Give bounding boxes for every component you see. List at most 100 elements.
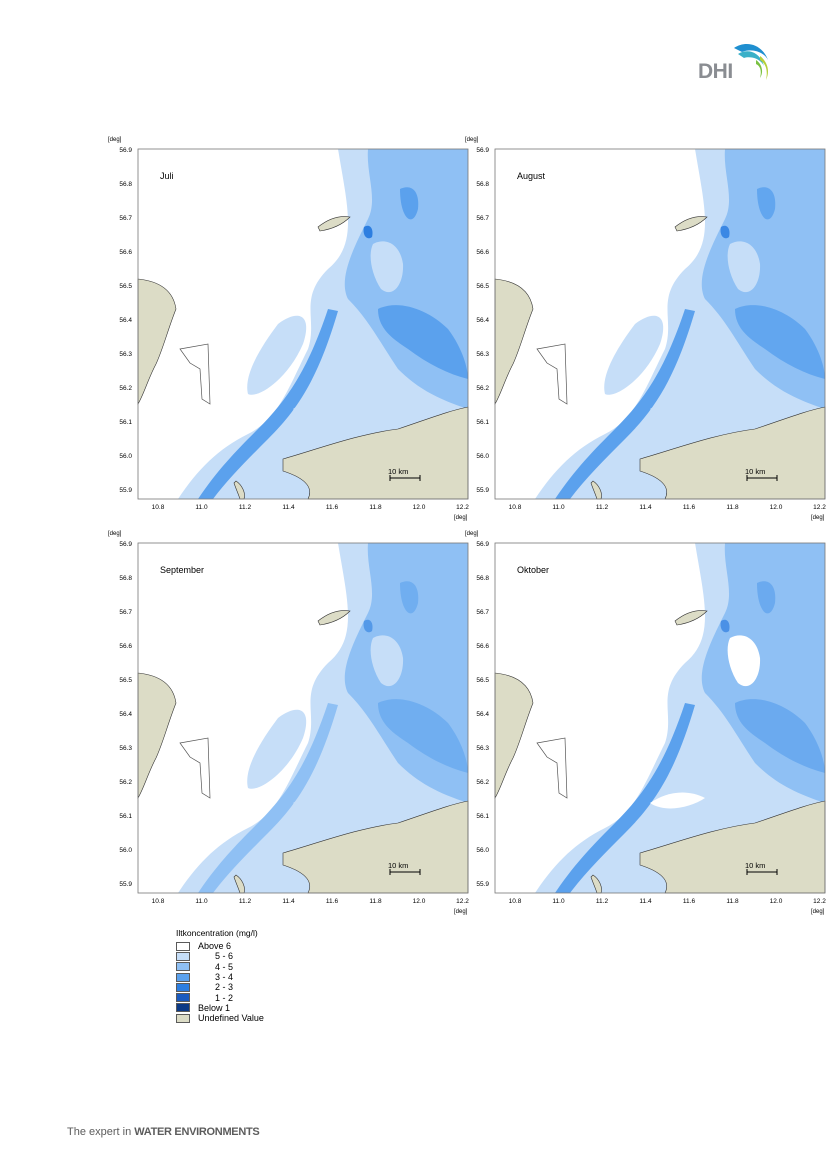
y-tick-label: 56.1 (119, 813, 132, 820)
y-tick-label: 56.4 (476, 317, 489, 324)
oxygen-map (494, 542, 826, 894)
deep-channel (555, 703, 695, 893)
legend-swatch (176, 941, 190, 951)
oxygen-map (494, 148, 826, 500)
high-oxygen-zone (293, 792, 348, 809)
y-tick-label: 56.8 (476, 181, 489, 188)
y-tick-label: 56.3 (119, 351, 132, 358)
y-tick-label: 56.7 (119, 215, 132, 222)
map-frame (494, 542, 826, 894)
y-tick-label: 56.9 (119, 541, 132, 548)
y-tick-label: 56.2 (119, 385, 132, 392)
map-panel-august: [deg] [deg] 56.9 56.8 56.7 56.6 56.5 56.4 56.3 56… (465, 137, 826, 521)
scale-bar (746, 869, 778, 875)
x-tick-label: 11.8 (726, 504, 739, 511)
y-tick-label: 56.6 (476, 643, 489, 650)
land-area (494, 278, 534, 406)
legend-item: Below 1 (176, 1003, 316, 1013)
map-title: September (160, 565, 205, 575)
y-tick-label: 55.9 (119, 881, 132, 888)
y-tick-label: 56.9 (476, 147, 489, 154)
land-area (639, 406, 826, 500)
high-oxygen-zone (727, 635, 761, 687)
high-oxygen-zone (370, 635, 404, 687)
project-area-outline (179, 343, 211, 405)
low-oxygen-zone (378, 305, 468, 379)
land-area (674, 610, 708, 626)
x-axis-unit: [deg] (454, 909, 468, 915)
legend-swatch (176, 972, 190, 982)
legend-label: Above 6 (198, 941, 232, 952)
map-frame (494, 148, 826, 500)
scale-bar (746, 475, 778, 481)
x-tick-label: 11.6 (325, 898, 339, 905)
low-oxygen-zone (757, 581, 776, 614)
scale-bar (389, 869, 421, 875)
y-tick-label: 56.2 (476, 779, 489, 786)
legend-swatch (176, 993, 190, 1003)
y-tick-label: 56.8 (119, 181, 132, 188)
x-tick-label: 10.8 (151, 504, 165, 511)
map-title: August (517, 171, 546, 181)
y-tick-label: 56.6 (476, 249, 489, 256)
y-tick-label: 56.0 (119, 453, 132, 460)
y-tick-label: 56.5 (476, 283, 489, 290)
x-axis-unit: [deg] (811, 909, 825, 915)
land-area (137, 672, 177, 800)
y-tick-label: 55.9 (119, 487, 132, 494)
low-oxygen-zone (400, 187, 419, 220)
y-tick-label: 56.4 (119, 711, 132, 718)
legend-label: 3 - 4 (215, 972, 234, 983)
x-axis-unit: [deg] (811, 515, 825, 521)
legend-label: 4 - 5 (215, 961, 234, 972)
y-tick-label: 56.1 (476, 419, 489, 426)
map-frame (137, 148, 469, 500)
y-tick-label: 55.9 (476, 487, 489, 494)
footer-tagline: The expert in WATER ENVIRONMENTS (67, 1126, 260, 1138)
x-tick-label: 11.2 (238, 898, 252, 905)
low-oxygen-zone (735, 699, 825, 773)
y-tick-label: 56.0 (476, 847, 489, 854)
dhi-wave-icon (734, 44, 768, 80)
y-tick-label: 56.7 (476, 215, 489, 222)
x-tick-label: 11.6 (682, 898, 696, 905)
x-tick-label: 12.0 (769, 898, 783, 905)
x-tick-label: 12.2 (456, 898, 469, 905)
project-area-outline (536, 737, 568, 799)
low-oxygen-zone (720, 225, 730, 239)
footer-prefix: The expert in (67, 1126, 135, 1138)
scale-bar-label: 10 km (745, 467, 766, 476)
high-oxygen-zone (604, 709, 664, 789)
land-area (494, 672, 534, 800)
map-title: Oktober (517, 565, 550, 575)
y-tick-label: 56.0 (476, 453, 489, 460)
x-tick-label: 11.0 (552, 504, 565, 511)
x-tick-label: 12.0 (412, 898, 426, 905)
high-oxygen-zone (247, 315, 307, 395)
legend-item: 1 - 2 (176, 992, 316, 1003)
dhi-logo: DHI (694, 38, 774, 84)
legend-swatch (176, 951, 190, 961)
y-tick-label: 56.2 (119, 779, 132, 786)
x-tick-label: 11.4 (282, 898, 295, 905)
legend-title: Iltkoncentration (mg/l) (176, 928, 258, 938)
x-tick-label: 11.0 (552, 898, 565, 905)
scale-bar-label: 10 km (745, 861, 766, 870)
low-oxygen-zone (378, 699, 468, 773)
y-tick-label: 56.3 (119, 745, 132, 752)
high-oxygen-zone (293, 398, 348, 415)
logo-text: DHI (698, 60, 733, 83)
legend-item: 4 - 5 (176, 962, 316, 972)
scale-bar-label: 10 km (388, 861, 409, 870)
x-tick-label: 11.2 (595, 898, 609, 905)
y-tick-label: 56.6 (119, 249, 132, 256)
map-title: Juli (160, 171, 174, 181)
y-tick-label: 56.4 (476, 711, 489, 718)
y-tick-label: 56.9 (119, 147, 132, 154)
scale-bar-label: 10 km (388, 467, 409, 476)
deep-channel (198, 703, 338, 893)
legend-item: Undefined Value (176, 1013, 316, 1023)
legend-item: 5 - 6 (176, 951, 316, 961)
y-tick-label: 56.5 (476, 677, 489, 684)
